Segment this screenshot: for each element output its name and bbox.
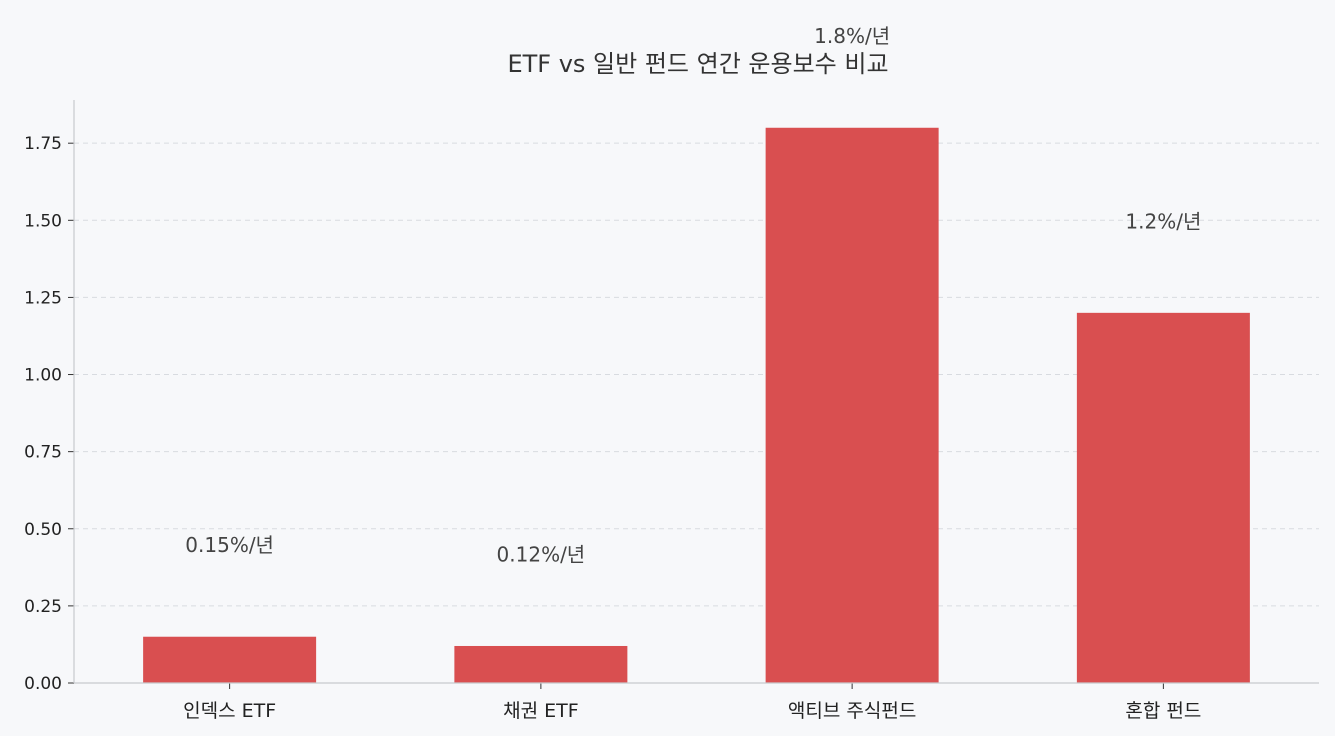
x-tick-label: 액티브 주식펀드 (788, 700, 916, 722)
x-tick-label: 채권 ETF (503, 700, 579, 722)
y-tick-label: 0.00 (24, 674, 62, 694)
y-tick-label: 1.75 (24, 134, 62, 154)
x-tick-label: 인덱스 ETF (183, 700, 276, 722)
data-label: 0.15%/년 (185, 533, 274, 557)
data-label: 1.8%/년 (814, 24, 890, 48)
data-label: 1.2%/년 (1125, 209, 1201, 233)
bar (765, 127, 939, 683)
chart-title: ETF vs 일반 펀드 연간 운용보수 비교 (507, 50, 888, 78)
y-tick-label: 1.00 (24, 366, 62, 386)
y-tick-label: 0.50 (24, 520, 62, 540)
bars (143, 127, 1250, 683)
bar (143, 636, 317, 683)
x-tick-label: 혼합 펀드 (1125, 700, 1201, 722)
axes: 0.00 0.25 0.50 0.75 1.00 1.25 1.50 1.75 인덱스 ETF 채… (24, 100, 1319, 722)
bar (1076, 312, 1250, 683)
data-label: 0.12%/년 (497, 542, 586, 566)
data-labels: 0.15%/년 0.12%/년 1.8%/년 1.2%/년 (185, 24, 1201, 566)
y-tick-label: 1.50 (24, 211, 62, 231)
grid-lines (74, 142, 1319, 607)
y-tick-label: 0.25 (24, 597, 62, 617)
y-tick-label: 1.25 (24, 288, 62, 308)
bar (454, 645, 628, 683)
y-tick-label: 0.75 (24, 443, 62, 463)
